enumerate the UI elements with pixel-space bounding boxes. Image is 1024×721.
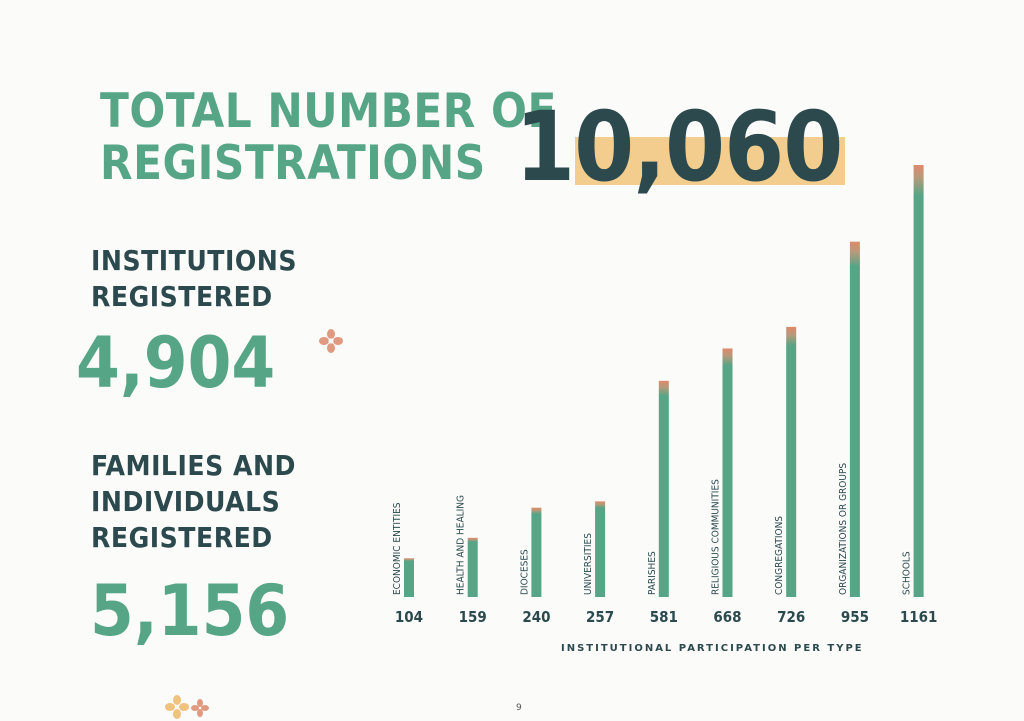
value-label: 240 xyxy=(522,608,550,626)
category-label: HEALTH AND HEALING xyxy=(456,495,467,595)
page-heading: TOTAL NUMBER OF REGISTRATIONS xyxy=(100,84,557,191)
bar-schools xyxy=(913,165,924,597)
bar-economic-entities xyxy=(404,558,414,597)
institutions-registered-label: INSTITUTIONS REGISTERED xyxy=(91,244,297,313)
category-label: ORGANIZATIONS OR GROUPS xyxy=(838,463,849,595)
bar-universities xyxy=(595,501,606,597)
families-registered-value: 5,156 xyxy=(90,570,290,652)
category-label: DIOCESES xyxy=(519,549,530,595)
bar-religious-communities xyxy=(722,348,733,597)
value-label: 726 xyxy=(777,608,805,626)
chart-caption: INSTITUTIONAL PARTICIPATION PER TYPE xyxy=(561,643,864,654)
category-label: CONGREGATIONS xyxy=(774,516,785,595)
page-number: 9 xyxy=(516,703,522,713)
value-label: 1161 xyxy=(900,608,938,626)
value-label: 955 xyxy=(841,608,869,626)
category-label: SCHOOLS xyxy=(902,551,913,595)
bar-parishes xyxy=(658,380,669,597)
category-label: UNIVERSITIES xyxy=(583,533,594,595)
flower-icon xyxy=(165,695,209,719)
bar-health-and-healing xyxy=(467,537,478,597)
bar-organizations-or-groups xyxy=(849,241,860,597)
total-registrations-value: 10,060 xyxy=(515,91,843,203)
total-highlight-band xyxy=(575,137,845,185)
value-label: 104 xyxy=(395,608,423,626)
bar-dioceses xyxy=(531,507,542,597)
families-registered-label: FAMILIES AND INDIVIDUALS REGISTERED xyxy=(91,449,296,554)
value-label: 257 xyxy=(586,608,614,626)
category-label: RELIGIOUS COMMUNITIES xyxy=(711,479,722,595)
total-registrations: 10,060 xyxy=(515,92,855,202)
value-label: 581 xyxy=(650,608,678,626)
bar-congregations xyxy=(786,326,797,597)
institutions-registered-value: 4,904 xyxy=(76,322,276,404)
value-label: 159 xyxy=(459,608,487,626)
category-label: PARISHES xyxy=(647,551,658,595)
flower-icon xyxy=(319,329,343,353)
value-label: 668 xyxy=(713,608,741,626)
category-label: ECONOMIC ENTITIES xyxy=(392,502,403,595)
